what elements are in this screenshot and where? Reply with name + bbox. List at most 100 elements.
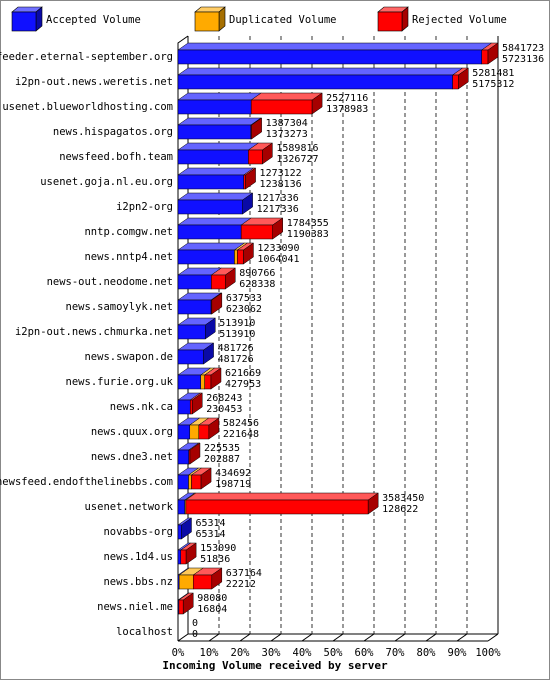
- category-label: news.1d4.us: [103, 551, 173, 563]
- category-label: usenet.blueworldhosting.com: [2, 101, 173, 113]
- total-label: 582456: [223, 418, 259, 429]
- bar-segment: [178, 599, 184, 615]
- x-tick-label: 10%: [200, 647, 220, 659]
- total-label: 2527116: [326, 93, 368, 104]
- bar-segment: [204, 374, 212, 390]
- legend-swatch: [377, 11, 403, 32]
- accepted-label: 427953: [225, 379, 261, 390]
- axis: [177, 35, 189, 641]
- bar-segment: [177, 524, 182, 540]
- category-label: i2pn-out.news.chmurka.net: [15, 326, 173, 338]
- bar-segment: [177, 349, 204, 365]
- bar-side: [182, 592, 194, 615]
- bar-segment: [177, 424, 191, 440]
- bar-segment: [248, 149, 263, 165]
- bar-segment: [177, 49, 482, 65]
- total-label: 1233090: [257, 243, 299, 254]
- tick-mark: [177, 633, 189, 642]
- x-axis-title: Incoming Volume received by server: [162, 659, 388, 672]
- bar-top: [177, 92, 262, 101]
- bar-side: [203, 342, 214, 365]
- bar-top: [177, 142, 260, 151]
- category-label: usenet.network: [84, 501, 173, 513]
- bar-top: [177, 42, 493, 51]
- bar-segment: [200, 374, 205, 390]
- category-label: news.nntp4.net: [84, 251, 173, 263]
- bar-side: [208, 417, 220, 440]
- total-label: 513910: [219, 318, 255, 329]
- tick-mark: [332, 633, 344, 642]
- tick-mark: [239, 633, 251, 642]
- bar-segment: [234, 249, 238, 265]
- tick-mark: [270, 633, 282, 642]
- accepted-label: 0: [192, 629, 198, 640]
- accepted-label: 22212: [226, 579, 256, 590]
- bar-side: [185, 542, 197, 565]
- category-label: i2pn2-org: [116, 201, 173, 213]
- tick-mark: [301, 633, 313, 642]
- bar-side: [189, 442, 201, 465]
- category-label: i2pn-out.news.weretis.net: [15, 76, 173, 88]
- total-label: 3583450: [382, 493, 424, 504]
- bar-top: [177, 242, 246, 251]
- bar-segment: [177, 149, 249, 165]
- bar-segment: [243, 174, 246, 190]
- accepted-label: 1373273: [266, 129, 308, 140]
- x-tick-label: 80%: [417, 647, 437, 659]
- bar-side: [251, 117, 262, 140]
- bar-segment: [177, 399, 191, 415]
- bar-segment: [198, 424, 210, 440]
- legend-label: Rejected Volume: [412, 14, 507, 26]
- bar-side: [210, 367, 222, 390]
- bar-segment: [177, 224, 242, 240]
- legend-swatch: [11, 11, 37, 32]
- bar-segment: [191, 474, 202, 490]
- accepted-label: 1190383: [287, 229, 329, 240]
- category-label: usenet.goja.nl.eu.org: [40, 176, 173, 188]
- legend-swatch: [194, 11, 220, 32]
- total-label: 621669: [225, 368, 261, 379]
- bar-segment: [177, 324, 206, 340]
- bar-side: [225, 267, 236, 290]
- category-label: newsfeed.bofh.team: [59, 151, 173, 163]
- accepted-label: 1378983: [326, 104, 368, 115]
- bar-side: [367, 492, 379, 515]
- bar-segment: [177, 249, 235, 265]
- x-tick-label: 40%: [293, 647, 313, 659]
- bar-side: [272, 217, 283, 240]
- category-label: news.dne3.net: [91, 451, 173, 463]
- bar-segment: [177, 174, 244, 190]
- bar-side: [205, 317, 216, 340]
- bar-top: [177, 167, 255, 176]
- accepted-label: 198719: [215, 479, 251, 490]
- accepted-label: 16804: [197, 604, 227, 615]
- total-label: 637533: [226, 293, 262, 304]
- accepted-label: 5175312: [472, 79, 514, 90]
- bar-top: [185, 492, 379, 501]
- total-label: 98080: [197, 593, 227, 604]
- category-label: nntp.comgw.net: [84, 226, 173, 238]
- accepted-label: 128622: [382, 504, 418, 515]
- bar-top: [250, 92, 323, 101]
- x-tick-label: 20%: [231, 647, 251, 659]
- category-label: news.swapon.de: [84, 351, 173, 363]
- x-tick-label: 90%: [448, 647, 468, 659]
- bar-segment: [481, 49, 489, 65]
- bar-segment: [177, 99, 252, 115]
- total-label: 65314: [195, 518, 225, 529]
- bar-side: [181, 517, 192, 540]
- accepted-label: 1326727: [276, 154, 318, 165]
- total-label: 1589816: [276, 143, 318, 154]
- bar-side: [487, 42, 499, 65]
- bar-segment: [178, 574, 194, 590]
- legend-label: Duplicated Volume: [229, 14, 336, 26]
- bar-segment: [177, 199, 243, 215]
- bar-segment: [177, 374, 201, 390]
- bar-segment: [211, 274, 226, 290]
- accepted-label: 221648: [223, 429, 259, 440]
- bar-segment: [180, 549, 187, 565]
- bar-segment: [185, 499, 369, 515]
- bar-side: [458, 67, 469, 90]
- bar-segment: [177, 499, 186, 515]
- accepted-label: 513910: [219, 329, 255, 340]
